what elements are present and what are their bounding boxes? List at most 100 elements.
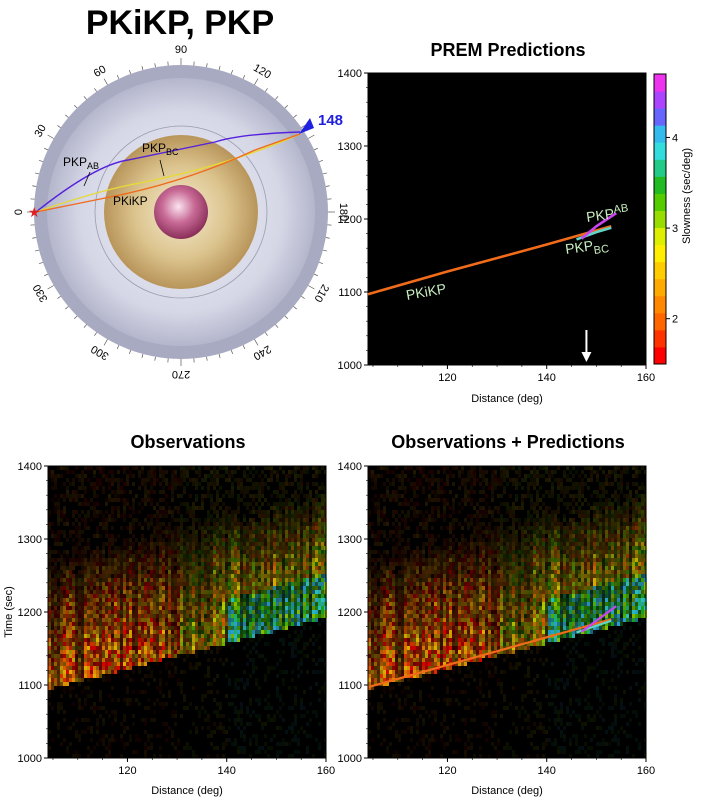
- heatmap-cell: [219, 578, 222, 582]
- heatmap-cell: [249, 594, 252, 598]
- heatmap-cell: [72, 722, 75, 726]
- heatmap-cell: [156, 598, 159, 602]
- heatmap-cell: [225, 574, 228, 578]
- heatmap-cell: [267, 670, 270, 674]
- heatmap-cell: [177, 550, 180, 554]
- heatmap-cell: [174, 646, 177, 650]
- heatmap-cell: [156, 610, 159, 614]
- heatmap-cell: [72, 674, 75, 678]
- heatmap-cell: [228, 626, 231, 630]
- heatmap-cell: [120, 574, 123, 578]
- heatmap-cell: [66, 470, 69, 474]
- heatmap-cell: [392, 470, 395, 474]
- heatmap-cell: [180, 534, 183, 538]
- heatmap-cell: [383, 614, 386, 618]
- heatmap-cell: [114, 610, 117, 614]
- heatmap-cell: [141, 534, 144, 538]
- heatmap-cell: [318, 486, 321, 490]
- heatmap-cell: [60, 702, 63, 706]
- heatmap-cell: [270, 562, 273, 566]
- heatmap-cell: [264, 586, 267, 590]
- heatmap-cell: [105, 586, 108, 590]
- heatmap-cell: [392, 582, 395, 586]
- heatmap-cell: [105, 710, 108, 714]
- heatmap-cell: [246, 614, 249, 618]
- heatmap-cell: [72, 554, 75, 558]
- heatmap-cell: [255, 734, 258, 738]
- heatmap-cell: [144, 602, 147, 606]
- heatmap-cell: [303, 566, 306, 570]
- y-tick-label: 1300: [18, 534, 42, 546]
- heatmap-cell: [174, 618, 177, 622]
- heatmap-cell: [368, 666, 371, 670]
- heatmap-cell: [267, 586, 270, 590]
- heatmap-cell: [386, 650, 389, 654]
- earth-tick: [154, 356, 156, 361]
- heatmap-cell: [237, 566, 240, 570]
- heatmap-cell: [210, 626, 213, 630]
- heatmap-cell: [51, 598, 54, 602]
- heatmap-cell: [276, 474, 279, 478]
- heatmap-cell: [315, 530, 318, 534]
- heatmap-cell: [297, 738, 300, 742]
- heatmap-cell: [183, 542, 186, 546]
- heatmap-cell: [180, 622, 183, 626]
- heatmap-cell: [51, 666, 54, 670]
- heatmap-cell: [237, 554, 240, 558]
- heatmap-cell: [380, 510, 383, 514]
- heatmap-cell: [186, 574, 189, 578]
- heatmap-cell: [147, 514, 150, 518]
- heatmap-cell: [231, 602, 234, 606]
- heatmap-cell: [57, 558, 60, 562]
- heatmap-cell: [246, 706, 249, 710]
- heatmap-cell: [165, 530, 168, 534]
- heatmap-cell: [267, 598, 270, 602]
- heatmap-cell: [386, 578, 389, 582]
- heatmap-cell: [216, 570, 219, 574]
- heatmap-cell: [395, 626, 398, 630]
- heatmap-cell: [234, 578, 237, 582]
- heatmap-cell: [306, 486, 309, 490]
- heatmap-cell: [72, 618, 75, 622]
- heatmap-cell: [282, 506, 285, 510]
- heatmap-cell: [225, 606, 228, 610]
- heatmap-cell: [237, 602, 240, 606]
- heatmap-cell: [279, 694, 282, 698]
- heatmap-cell: [392, 638, 395, 642]
- heatmap-cell: [99, 614, 102, 618]
- heatmap-cell: [108, 674, 111, 678]
- heatmap-cell: [189, 586, 192, 590]
- heatmap-cell: [87, 634, 90, 638]
- earth-tick: [254, 78, 259, 85]
- heatmap-cell: [183, 706, 186, 710]
- heatmap-cell: [234, 522, 237, 526]
- heatmap-cell: [246, 554, 249, 558]
- heatmap-cell: [174, 602, 177, 606]
- heatmap-cell: [90, 650, 93, 654]
- heatmap-cell: [213, 570, 216, 574]
- heatmap-cell: [141, 658, 144, 662]
- heatmap-cell: [78, 706, 81, 710]
- heatmap-cell: [69, 530, 72, 534]
- heatmap-cell: [252, 710, 255, 714]
- heatmap-cell: [368, 510, 371, 514]
- heatmap-cell: [123, 594, 126, 598]
- heatmap-cell: [380, 702, 383, 706]
- heatmap-cell: [117, 598, 120, 602]
- heatmap-cell: [318, 590, 321, 594]
- heatmap-cell: [231, 522, 234, 526]
- heatmap-cell: [249, 550, 252, 554]
- heatmap-cell: [270, 718, 273, 722]
- heatmap-cell: [374, 658, 377, 662]
- heatmap-cell: [249, 558, 252, 562]
- earth-tick: [301, 125, 305, 128]
- heatmap-cell: [288, 506, 291, 510]
- heatmap-cell: [210, 734, 213, 738]
- heatmap-cell: [383, 574, 386, 578]
- heatmap-cell: [285, 478, 288, 482]
- heatmap-cell: [204, 622, 207, 626]
- heatmap-cell: [159, 634, 162, 638]
- heatmap-cell: [312, 614, 315, 618]
- heatmap-cell: [228, 534, 231, 538]
- heatmap-cell: [222, 638, 225, 642]
